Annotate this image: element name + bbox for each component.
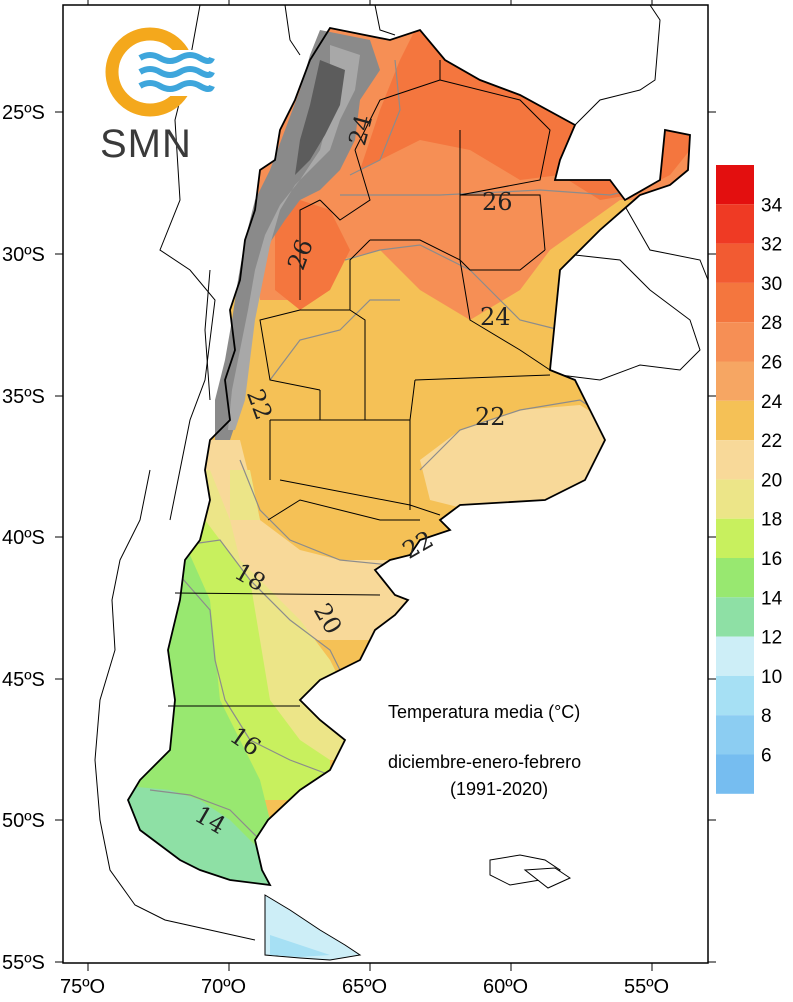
lat-label: 55ºS bbox=[2, 952, 45, 974]
colorbar-swatch bbox=[716, 440, 754, 480]
colorbar-label: 20 bbox=[761, 470, 782, 491]
smn-logo-text: SMN bbox=[100, 122, 192, 166]
colorbar-label: 14 bbox=[761, 588, 783, 609]
lat-label: 35ºS bbox=[2, 386, 45, 408]
colorbar-swatch bbox=[716, 558, 754, 598]
map-frame bbox=[62, 4, 709, 964]
colorbar-label: 6 bbox=[761, 746, 772, 767]
map-annotation: Temperatura media (°C) diciembre-enero-f… bbox=[388, 702, 581, 799]
isotherm-label: 24 bbox=[480, 303, 511, 331]
andes-terrain-dark bbox=[295, 60, 345, 175]
argentina-outline bbox=[126, 26, 691, 887]
colorbar-swatch bbox=[716, 400, 754, 441]
isotherm-label: 22 bbox=[475, 403, 506, 431]
colorbar-label: 24 bbox=[761, 392, 783, 413]
lat-label: 40ºS bbox=[2, 527, 45, 549]
colorbar-label: 10 bbox=[761, 667, 782, 688]
colorbar-swatch bbox=[716, 322, 754, 362]
malvinas-islands bbox=[489, 854, 572, 889]
colorbar-label: 16 bbox=[761, 549, 782, 570]
lon-label: 55ºO bbox=[624, 976, 669, 998]
tdf-cold-zone bbox=[270, 935, 330, 957]
lat-label: 30ºS bbox=[2, 244, 45, 266]
colorbar-label: 30 bbox=[761, 274, 782, 295]
colorbar-label: 8 bbox=[761, 706, 772, 727]
colorbar-swatch bbox=[716, 715, 754, 755]
colorbar-label: 12 bbox=[761, 628, 782, 649]
colorbar-label: 26 bbox=[761, 353, 782, 374]
lon-label: 75ºO bbox=[60, 976, 105, 998]
colorbar-swatch bbox=[716, 675, 754, 716]
lon-label: 65ºO bbox=[342, 976, 387, 998]
lat-label: 50ºS bbox=[2, 810, 45, 832]
lon-label: 60ºO bbox=[483, 976, 528, 998]
colorbar-label: 18 bbox=[761, 510, 782, 531]
chile-coast bbox=[94, 469, 256, 941]
title-line-2: diciembre-enero-febrero bbox=[388, 752, 581, 772]
longitude-axis: 75ºO 70ºO 65ºO 60ºO 55ºO bbox=[60, 0, 669, 998]
smn-logo-mark bbox=[105, 27, 215, 117]
colorbar-swatch bbox=[716, 636, 754, 676]
lon-label: 70ºO bbox=[201, 976, 246, 998]
colorbar-swatch bbox=[716, 282, 754, 323]
colorbar-swatch bbox=[716, 243, 754, 283]
colorbar-swatch bbox=[716, 204, 754, 244]
colorbar-label: 22 bbox=[761, 431, 782, 452]
colorbar-swatch bbox=[716, 597, 754, 637]
latitude-axis: 25ºS 30ºS 35ºS 40ºS 45ºS 50ºS 55ºS bbox=[2, 102, 716, 974]
isotherm-label: 26 bbox=[482, 188, 513, 216]
colorbar-swatch bbox=[716, 361, 754, 401]
colorbar-label: 32 bbox=[761, 235, 782, 256]
colorbar-swatch bbox=[716, 518, 754, 558]
colorbar-label: 28 bbox=[761, 313, 782, 334]
title-line-3: (1991-2020) bbox=[450, 779, 548, 799]
province-borders bbox=[168, 60, 551, 707]
colorbar-swatch bbox=[716, 479, 754, 519]
andes-terrain-light bbox=[228, 45, 360, 430]
andes-terrain bbox=[215, 30, 380, 440]
lat-label: 45ºS bbox=[2, 669, 45, 691]
colorbar: 34 32 30 28 26 24 22 20 18 16 14 12 10 8 6 bbox=[716, 165, 783, 794]
smn-logo: SMN bbox=[100, 27, 215, 166]
title-line-1: Temperatura media (°C) bbox=[388, 702, 580, 722]
lat-label: 25ºS bbox=[2, 102, 45, 124]
colorbar-label: 34 bbox=[761, 195, 783, 216]
colorbar-swatch bbox=[716, 165, 754, 205]
colorbar-swatch bbox=[716, 754, 754, 794]
